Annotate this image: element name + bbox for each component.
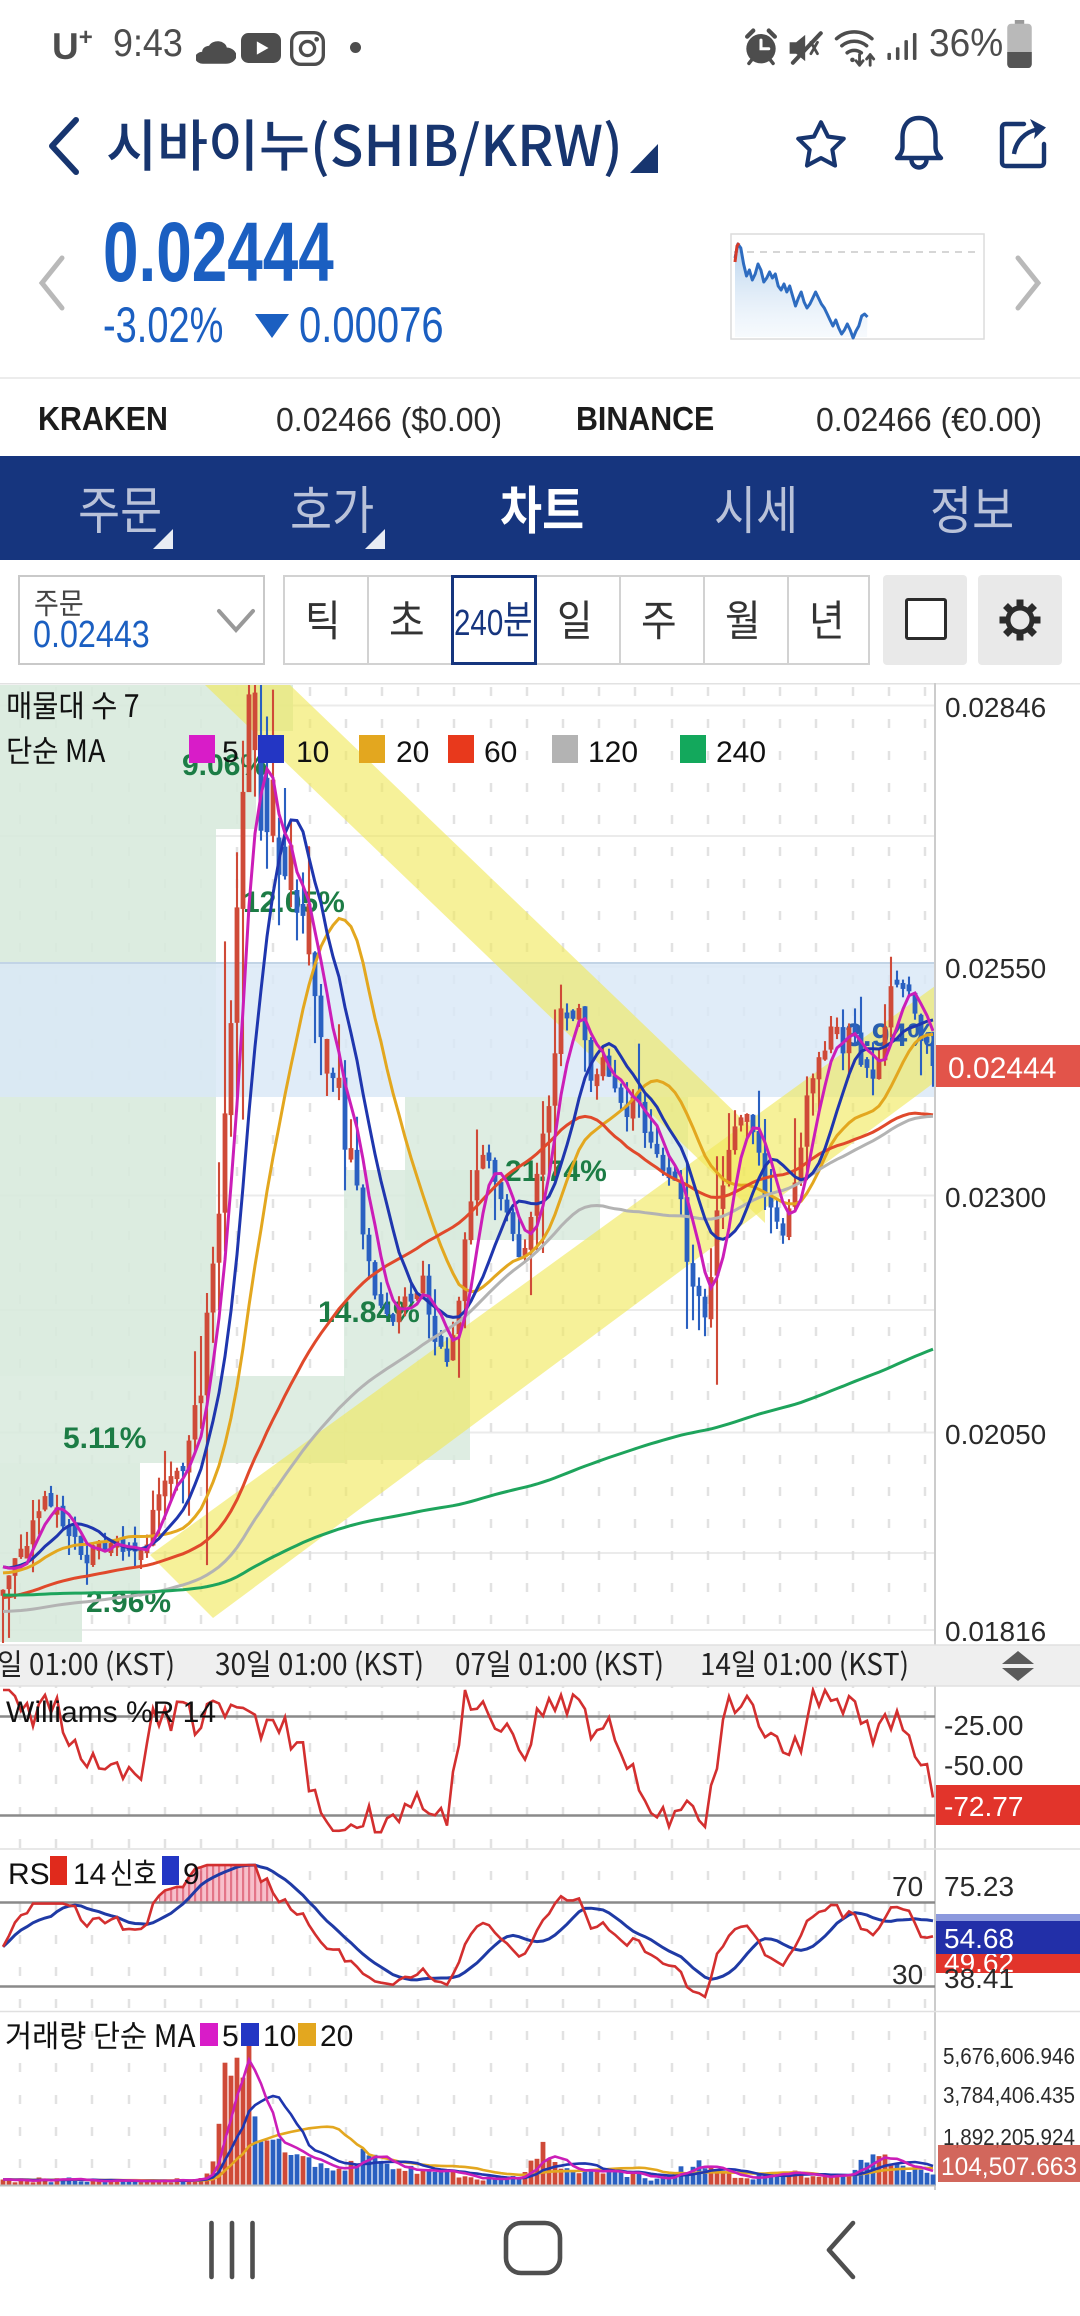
svg-text:0.02050: 0.02050 bbox=[945, 1419, 1046, 1450]
svg-text:49.62: 49.62 bbox=[944, 1947, 1014, 1978]
svg-text:5,676,606.946: 5,676,606.946 bbox=[943, 2043, 1075, 2069]
svg-text:54.68: 54.68 bbox=[944, 1923, 1014, 1954]
svg-text:20: 20 bbox=[320, 2020, 353, 2053]
svg-text:104,507.663: 104,507.663 bbox=[941, 2153, 1077, 2181]
svg-text:20: 20 bbox=[396, 736, 429, 769]
svg-text:5: 5 bbox=[222, 736, 239, 769]
svg-text:3,784,406.435: 3,784,406.435 bbox=[943, 2082, 1075, 2108]
svg-text:-50.00: -50.00 bbox=[944, 1750, 1023, 1781]
svg-text:0.02444: 0.02444 bbox=[948, 1052, 1056, 1085]
svg-text:75.23: 75.23 bbox=[944, 1871, 1014, 1902]
svg-text:-72.77: -72.77 bbox=[944, 1791, 1023, 1822]
svg-text:30: 30 bbox=[892, 1959, 923, 1990]
svg-text:9: 9 bbox=[183, 1858, 200, 1891]
svg-text:38.41: 38.41 bbox=[944, 1963, 1014, 1994]
svg-text:0.02300: 0.02300 bbox=[945, 1182, 1046, 1213]
svg-text:0.01816: 0.01816 bbox=[945, 1616, 1046, 1647]
svg-text:14: 14 bbox=[73, 1858, 106, 1891]
svg-text:5.11%: 5.11% bbox=[63, 1422, 146, 1455]
svg-text:70: 70 bbox=[892, 1871, 923, 1902]
svg-text:60: 60 bbox=[484, 736, 517, 769]
svg-text:0.02550: 0.02550 bbox=[945, 953, 1046, 984]
svg-text:12.05%: 12.05% bbox=[243, 886, 345, 919]
svg-text:240: 240 bbox=[716, 736, 766, 769]
svg-text:RSI: RSI bbox=[8, 1858, 58, 1891]
svg-text:5: 5 bbox=[222, 2020, 239, 2053]
svg-text:10: 10 bbox=[263, 2020, 296, 2053]
svg-text:Williams %R 14: Williams %R 14 bbox=[6, 1696, 216, 1729]
svg-text:-25.00: -25.00 bbox=[944, 1710, 1023, 1741]
svg-text:10: 10 bbox=[296, 736, 329, 769]
svg-text:120: 120 bbox=[588, 736, 638, 769]
svg-text:0.02846: 0.02846 bbox=[945, 692, 1046, 723]
